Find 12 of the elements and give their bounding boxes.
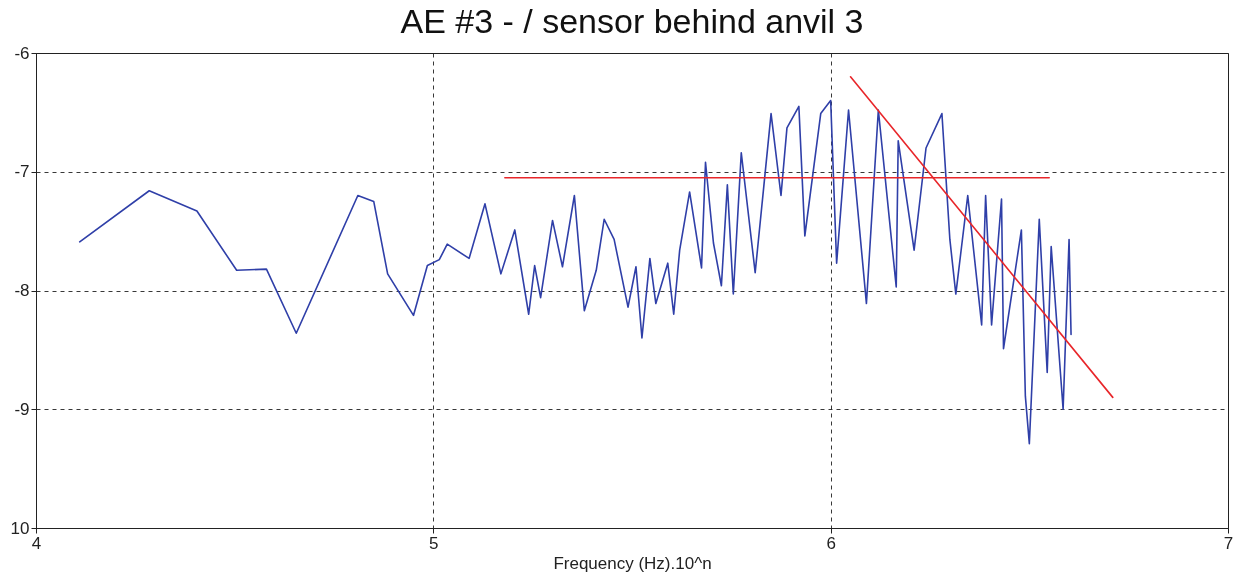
- x-tick-label: 5: [429, 533, 439, 553]
- x-axis-title: Frequency (Hz).10^n: [553, 553, 712, 573]
- y-tick-label: -6: [14, 43, 30, 63]
- x-tick-label: 4: [31, 533, 42, 553]
- y-tick-label: -9: [14, 399, 30, 419]
- y-tick-label: 10: [10, 518, 30, 538]
- y-tick-label: -7: [14, 162, 30, 182]
- y-tick-label: -8: [14, 281, 30, 300]
- x-tick-label: 7: [1223, 533, 1234, 553]
- line-series: [78, 99, 1072, 445]
- chart-title: AE #3 - / sensor behind anvil 3: [400, 2, 864, 40]
- x-tick-label: 6: [826, 533, 836, 553]
